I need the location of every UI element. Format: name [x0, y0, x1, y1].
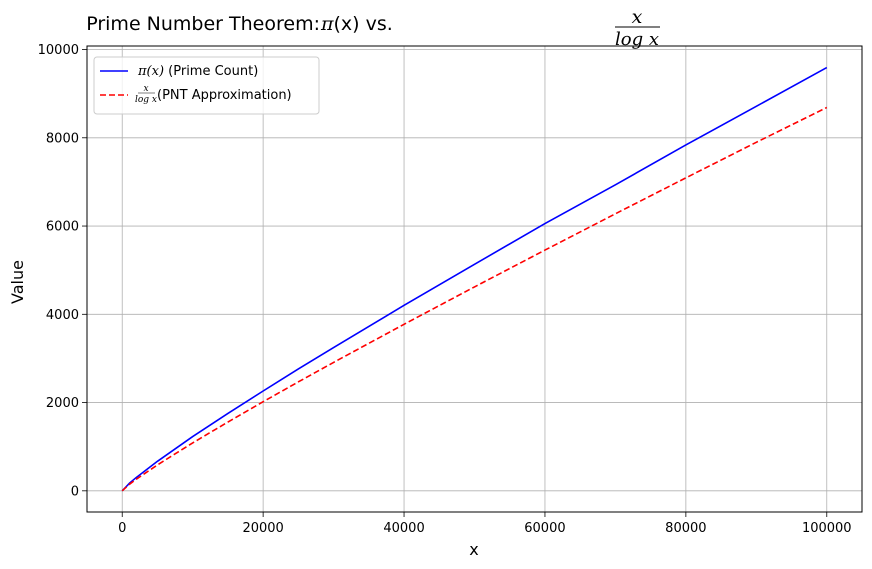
x-tick-label: 20000 — [242, 521, 283, 536]
x-tick-label: 60000 — [524, 521, 565, 536]
x-axis-label: x — [469, 540, 478, 559]
y-tick-label: 0 — [71, 484, 79, 499]
series-layer — [121, 66, 828, 492]
grid — [87, 46, 862, 512]
x-tick-label: 80000 — [665, 521, 706, 536]
plot-frame — [86, 45, 863, 513]
title-pi-arg: (x) — [334, 13, 360, 35]
y-tick-label: 2000 — [46, 396, 79, 411]
legend-label-prime-count: π(x) (Prime Count) — [137, 64, 258, 79]
legend-frac-den: log x — [135, 95, 157, 105]
svg-text:π(x) vs.: π(x) vs. — [320, 13, 393, 35]
x-tick-label: 0 — [118, 521, 126, 536]
title-frac-num: x — [632, 6, 643, 28]
legend: π(x) (Prime Count) x log x (PNT Approxim… — [93, 56, 320, 115]
chart-title: Prime Number Theorem: π(x) vs. x log x — [86, 6, 660, 50]
title-frac-den: log x — [615, 29, 659, 50]
title-vs: vs. — [360, 13, 393, 35]
y-axis-label: Value — [8, 260, 27, 304]
legend-frac-num: x — [143, 84, 148, 94]
ticks: 0 20000 40000 60000 80000 100000 0 2000 4000 6000… — [38, 43, 852, 536]
legend-box — [93, 56, 320, 115]
series-line-approx — [121, 106, 828, 492]
x-tick-label: 100000 — [802, 521, 852, 536]
x-tick-label: 40000 — [383, 521, 424, 536]
title-pi-symbol: π — [320, 13, 334, 35]
y-tick-label: 4000 — [46, 308, 79, 323]
y-tick-label: 8000 — [46, 131, 79, 146]
series-line-pi — [121, 66, 828, 492]
y-tick-label: 10000 — [38, 43, 79, 58]
y-tick-label: 6000 — [46, 220, 79, 235]
title-prefix: Prime Number Theorem: — [86, 13, 320, 35]
legend-label-pnt-approx: (PNT Approximation) — [157, 88, 292, 103]
